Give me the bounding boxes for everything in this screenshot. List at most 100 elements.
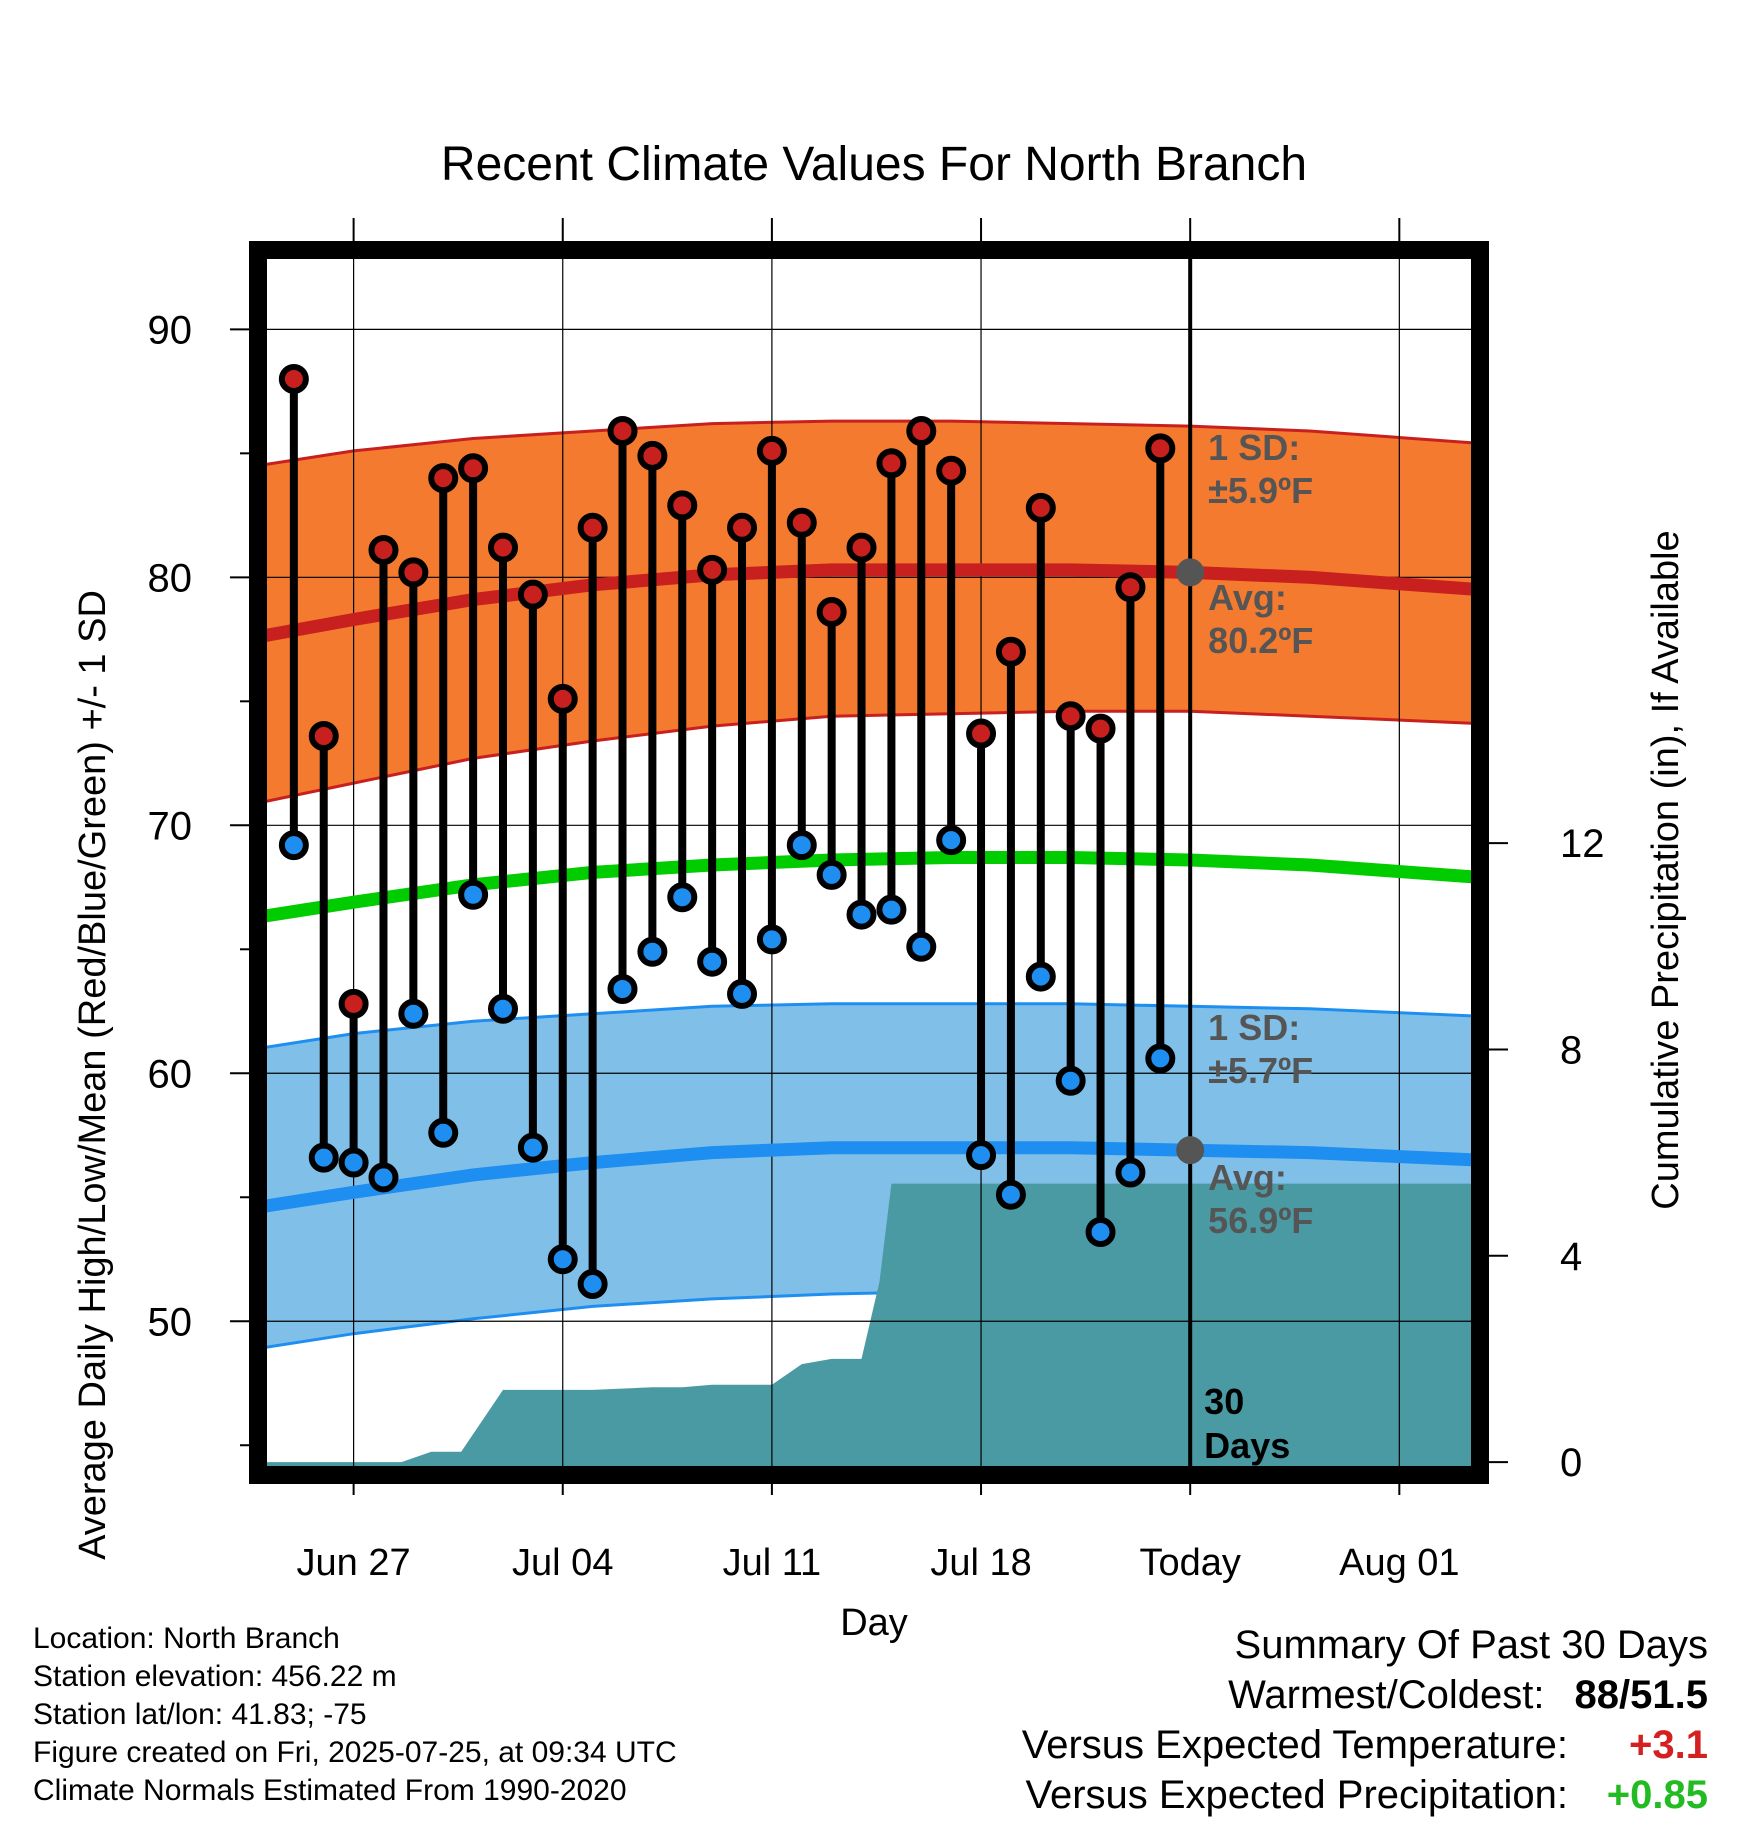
y-tick-label-left: 70 <box>148 804 193 848</box>
high-point <box>786 507 817 538</box>
high-point <box>966 718 997 749</box>
low-point <box>1145 1043 1176 1074</box>
y-tick-label-left: 60 <box>148 1052 193 1096</box>
low-point <box>398 998 429 1029</box>
high-point <box>697 554 728 585</box>
low-point <box>278 830 309 861</box>
low-point <box>637 936 668 967</box>
x-tick-label: Jul 18 <box>930 1542 1031 1584</box>
low-point <box>547 1244 578 1275</box>
high-avg-value: 80.2ºF <box>1208 620 1313 661</box>
high-point <box>338 988 369 1019</box>
low-point <box>308 1142 339 1173</box>
high-point <box>428 463 459 494</box>
low-sd-value: ±5.7ºF <box>1208 1050 1313 1091</box>
y-tick-label-left: 90 <box>148 308 193 352</box>
high-point <box>936 455 967 486</box>
high-point <box>756 435 787 466</box>
low-point <box>458 879 489 910</box>
low-point <box>727 978 758 1009</box>
summary-warmest-row: Warmest/Coldest: 88/51.5 <box>1022 1670 1708 1720</box>
high-point <box>278 363 309 394</box>
summary-title: Summary Of Past 30 Days <box>1234 1623 1708 1667</box>
high-point <box>637 440 668 471</box>
high-point <box>727 512 758 543</box>
low-point <box>1115 1157 1146 1188</box>
high-point <box>398 557 429 588</box>
y-axis-label-left: Average Daily High/Low/Mean (Red/Blue/Gr… <box>72 590 114 1560</box>
high-sd-value: ±5.9ºF <box>1208 470 1313 511</box>
high-point <box>607 416 638 447</box>
low-point <box>846 899 877 930</box>
y-tick-label-left: 50 <box>148 1300 193 1344</box>
low-sd-label: 1 SD: <box>1208 1007 1300 1048</box>
low-point <box>368 1162 399 1193</box>
low-avg-line <box>258 1141 1480 1214</box>
low-point <box>667 882 698 913</box>
today-high-avg-marker <box>1176 558 1205 587</box>
y-tick-label-left: 80 <box>148 556 193 600</box>
low-point <box>577 1269 608 1300</box>
temp-versus-value: +3.1 <box>1629 1723 1708 1767</box>
warmest-value: 88/51.5 <box>1574 1673 1708 1717</box>
low-point <box>936 825 967 856</box>
low-point <box>338 1147 369 1178</box>
summary-temp-row: Versus Expected Temperature: +3.1 <box>1022 1720 1708 1770</box>
low-avg-value: 56.9ºF <box>1208 1200 1313 1241</box>
high-point <box>667 490 698 521</box>
high-point <box>458 453 489 484</box>
station-info: Location: North Branch Station elevation… <box>33 1620 677 1810</box>
high-avg-line <box>258 563 1480 644</box>
low-point <box>816 859 847 890</box>
days-count-label: 30 <box>1204 1381 1244 1422</box>
y-tick-label-right: 12 <box>1560 822 1605 866</box>
low-point <box>1025 961 1056 992</box>
chart-title: Recent Climate Values For North Branch <box>441 138 1307 191</box>
high-point <box>1145 433 1176 464</box>
summary-precip-row: Versus Expected Precipitation: +0.85 <box>1022 1770 1708 1820</box>
warmest-label: Warmest/Coldest: <box>1228 1673 1545 1717</box>
high-point <box>577 512 608 543</box>
low-point <box>517 1132 548 1163</box>
precip-versus-label: Versus Expected Precipitation: <box>1025 1773 1568 1817</box>
precip-area <box>258 1183 1480 1475</box>
high-sd-label: 1 SD: <box>1208 427 1300 468</box>
low-point <box>607 973 638 1004</box>
high-point <box>1025 492 1056 523</box>
elevation-text: Station elevation: 456.22 m <box>33 1660 397 1693</box>
low-point <box>966 1140 997 1171</box>
low-point <box>876 894 907 925</box>
normals-text: Climate Normals Estimated From 1990-2020 <box>33 1774 627 1807</box>
low-point <box>995 1179 1026 1210</box>
high-point <box>846 532 877 563</box>
x-axis-label: Day <box>840 1602 908 1644</box>
days-unit-label: Days <box>1204 1425 1290 1466</box>
low-point <box>487 993 518 1024</box>
low-point <box>697 946 728 977</box>
summary-panel: Summary Of Past 30 Days Warmest/Coldest:… <box>1022 1620 1708 1820</box>
y-tick-label-right: 8 <box>1560 1028 1582 1072</box>
latlon-text: Station lat/lon: 41.83; -75 <box>33 1698 367 1731</box>
y-axis-label-right: Cumulative Precipitation (in), If Availa… <box>1645 530 1687 1209</box>
high-point <box>308 721 339 752</box>
figure-created-text: Figure created on Fri, 2025-07-25, at 09… <box>33 1736 677 1769</box>
high-point <box>547 683 578 714</box>
plot-frame <box>249 241 1489 1484</box>
high-point <box>995 636 1026 667</box>
y-tick-label-right: 0 <box>1560 1441 1582 1485</box>
x-tick-label: Jun 27 <box>297 1542 411 1584</box>
high-point <box>1055 701 1086 732</box>
x-tick-label: Jul 11 <box>723 1542 822 1584</box>
low-point <box>756 924 787 955</box>
y-tick-label-right: 4 <box>1560 1235 1582 1279</box>
high-point <box>876 448 907 479</box>
x-tick-label: Jul 04 <box>512 1542 613 1584</box>
x-tick-label: Aug 01 <box>1339 1542 1459 1584</box>
temp-versus-label: Versus Expected Temperature: <box>1021 1723 1568 1767</box>
high-point <box>1115 572 1146 603</box>
location-text: Location: North Branch <box>33 1622 340 1655</box>
today-low-avg-marker <box>1176 1136 1205 1165</box>
high-sd-upper-line <box>258 419 1480 468</box>
x-tick-label: Today <box>1139 1542 1240 1584</box>
